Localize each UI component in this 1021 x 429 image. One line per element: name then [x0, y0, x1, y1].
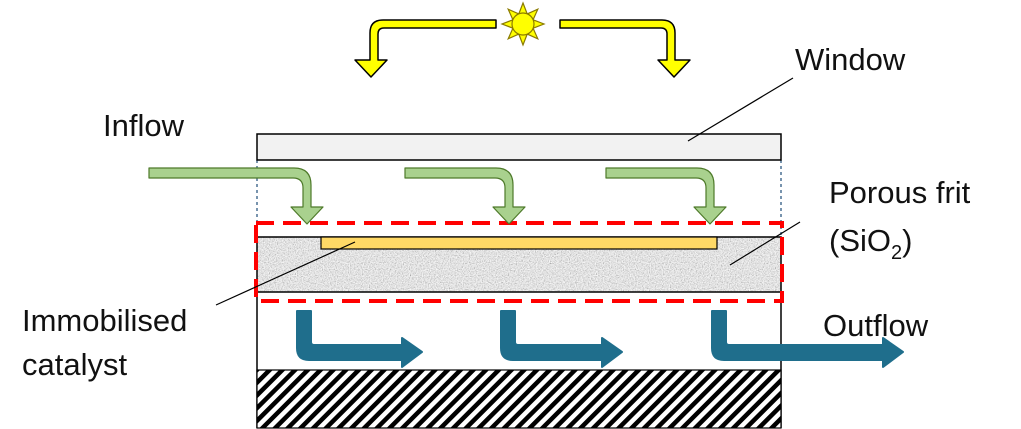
frit-formula-prefix: (SiO: [829, 223, 891, 258]
frit-formula-subscript: 2: [891, 242, 902, 264]
sun-icon: [500, 1, 546, 47]
frit-leader-line: [729, 221, 801, 266]
catalyst-label-line2: catalyst: [22, 347, 127, 382]
catalyst-label-line1: Immobilised: [22, 303, 187, 338]
outflow-arrow-1: [296, 310, 423, 368]
window-label: Window: [795, 42, 906, 77]
light-arrow-right: [559, 19, 691, 78]
catalyst-layer: [320, 236, 718, 250]
catalyst-leader-line: [215, 241, 356, 306]
outflow-label: Outflow: [823, 308, 929, 343]
window-leader-line: [687, 77, 794, 142]
frit-highlight-box: [254, 221, 784, 303]
reactor-base-hatched: [256, 369, 782, 429]
inflow-arrow-3: [605, 167, 727, 225]
outflow-arrow-3: [711, 310, 904, 368]
window-pane: [256, 133, 782, 161]
inflow-arrow-2: [404, 167, 526, 225]
outflow-arrow-2: [500, 310, 623, 368]
inflow-arrow-1: [148, 167, 324, 225]
frit-formula-suffix: ): [902, 223, 912, 258]
porous-frit-label-line1: Porous frit: [829, 175, 971, 210]
inflow-label: Inflow: [103, 108, 185, 143]
porous-frit-label-line2: (SiO2): [829, 223, 912, 264]
light-arrow-left: [354, 19, 497, 78]
